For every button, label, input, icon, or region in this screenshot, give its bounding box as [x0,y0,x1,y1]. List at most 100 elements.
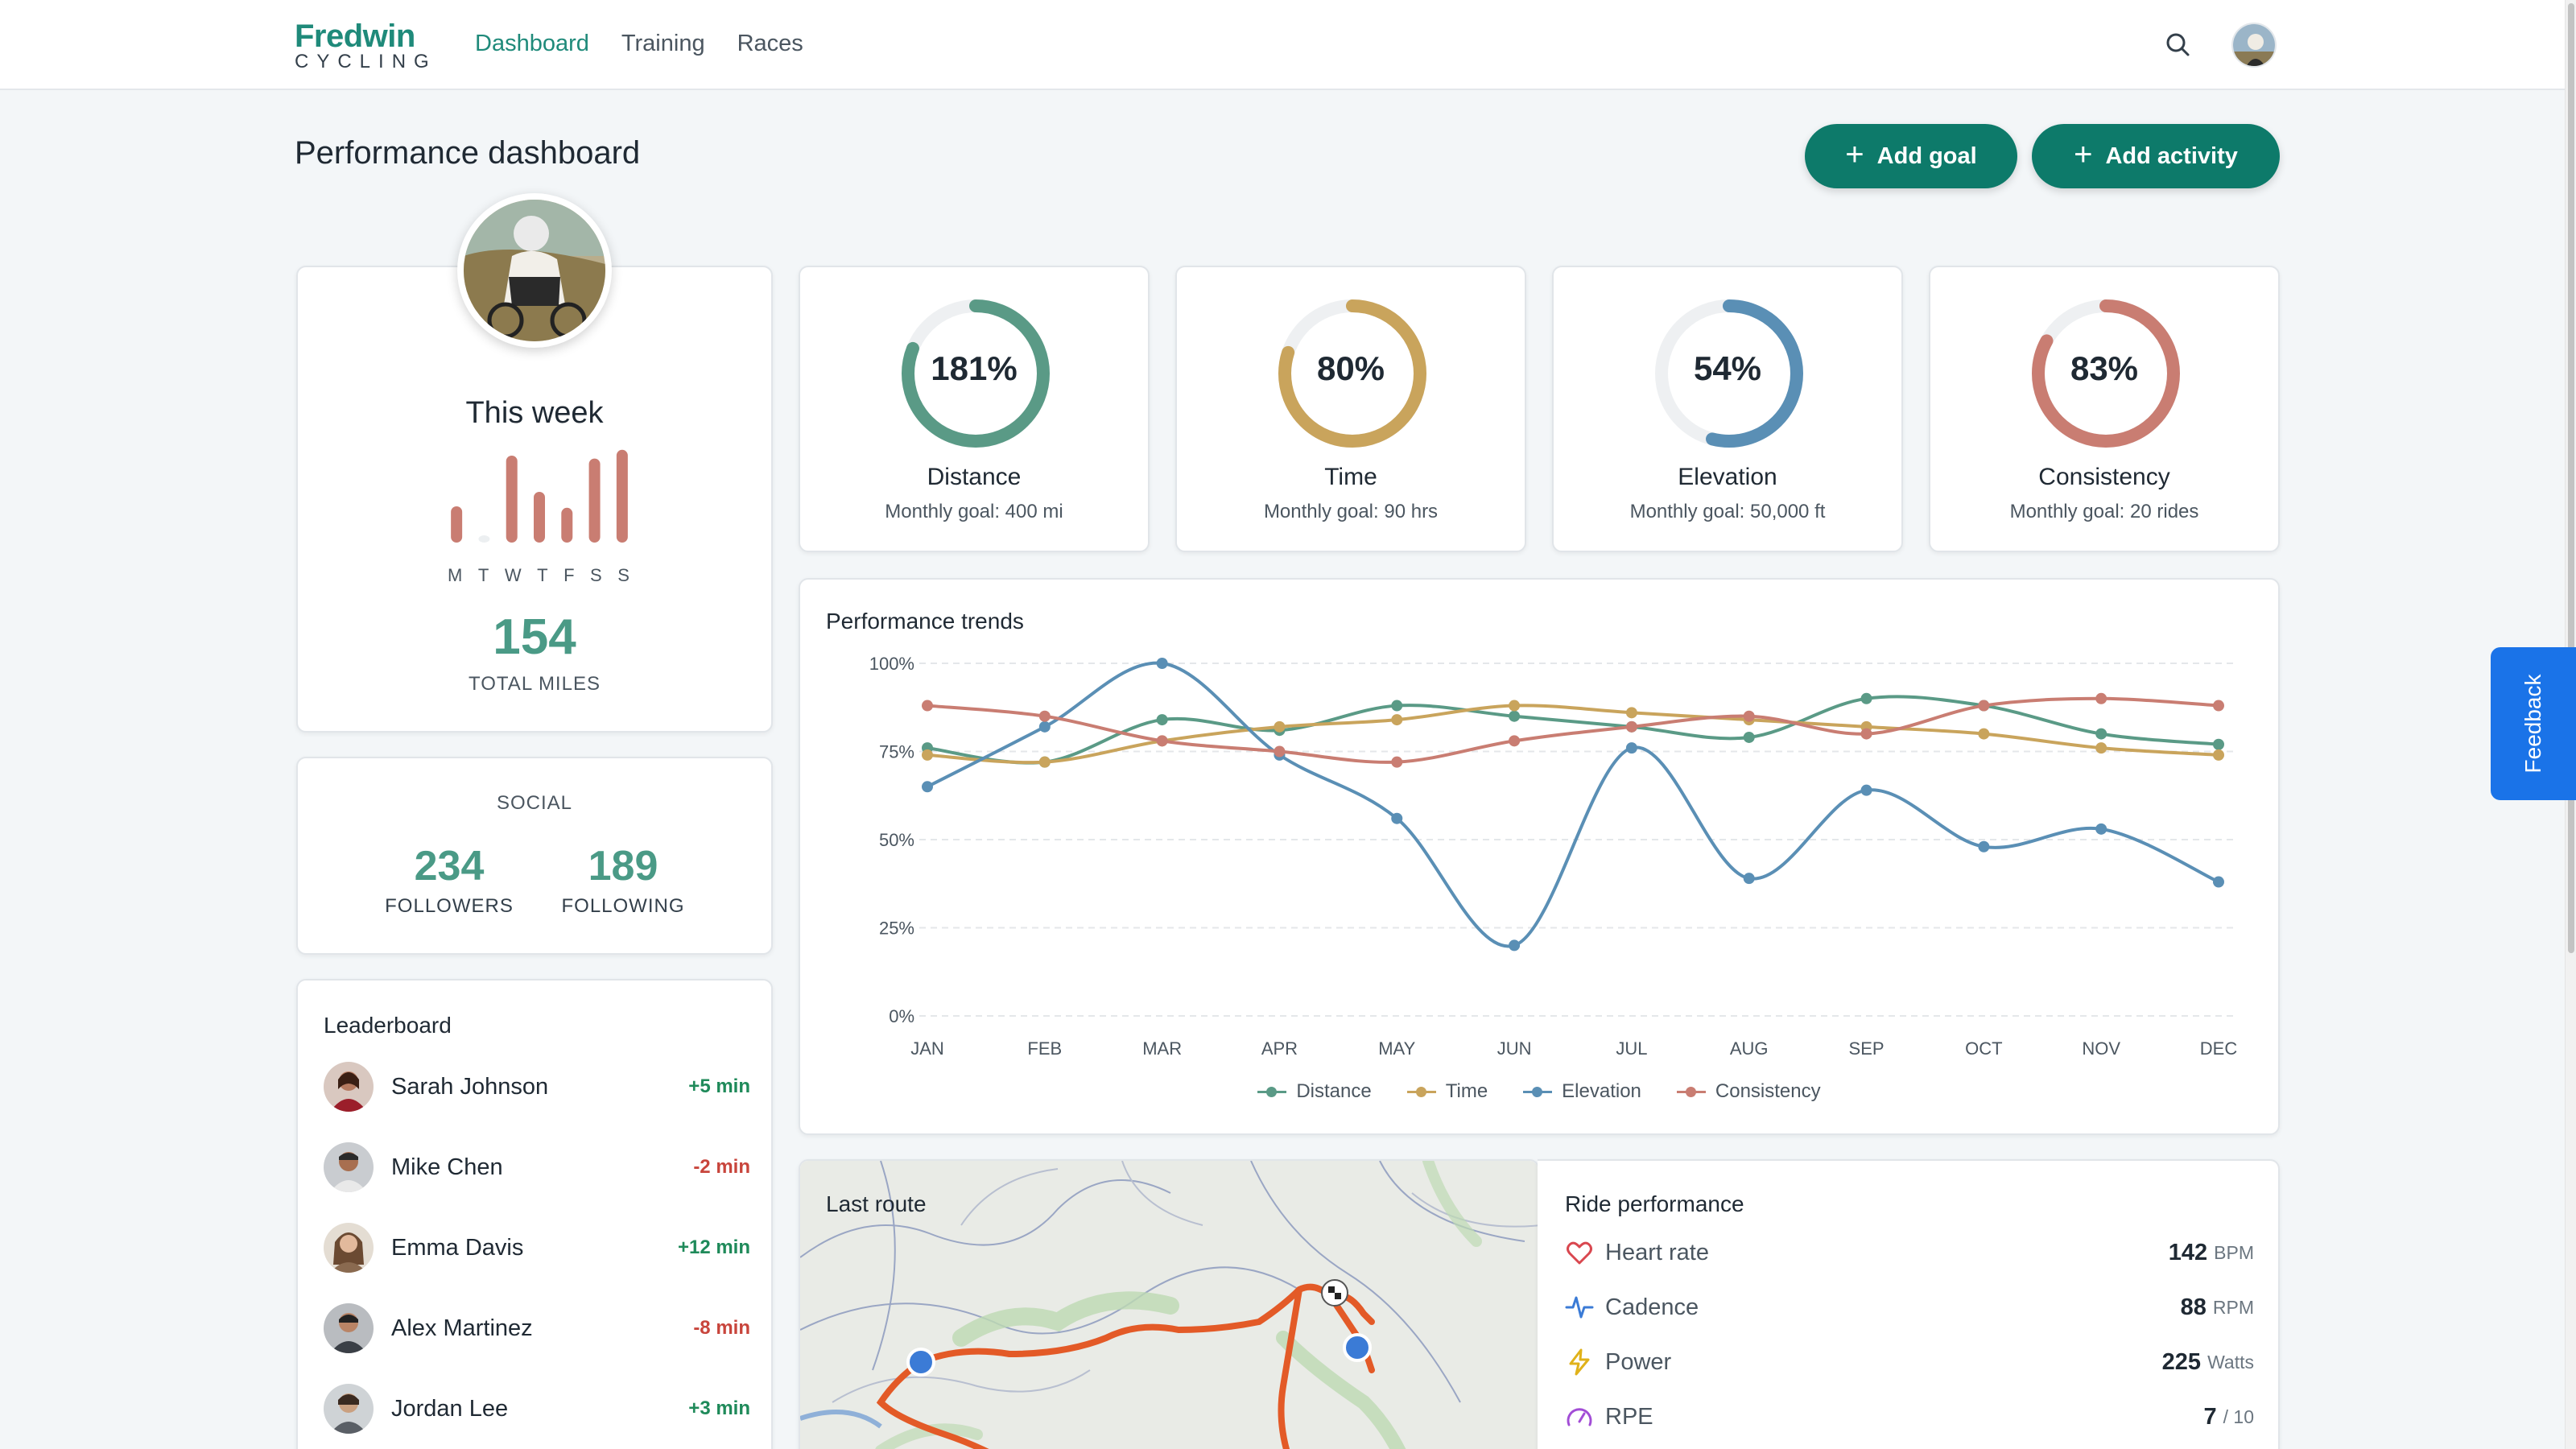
metric-unit: Watts [2207,1351,2254,1373]
legend-item-elevation[interactable]: Elevation [1523,1080,1641,1103]
nav-dashboard[interactable]: Dashboard [475,31,589,56]
logo[interactable]: Fredwin CYCLING [295,19,437,72]
route-map[interactable] [800,1161,1539,1449]
data-point-consistency[interactable] [1978,700,1990,712]
add-activity-button[interactable]: + Add activity [2032,124,2280,188]
leaderboard-row[interactable]: Sarah Johnson +5 min [324,1061,750,1113]
x-tick-label: NOV [2082,1038,2120,1059]
ride-metric-heart-rate: Heart rate 142 BPM [1565,1235,2254,1270]
data-point-time[interactable] [1978,728,1990,740]
data-point-elevation[interactable] [1743,873,1755,885]
data-point-time[interactable] [1274,720,1286,733]
metric-label: RPE [1605,1403,1653,1430]
data-point-time[interactable] [1509,700,1521,712]
leaderboard-card: Leaderboard Sarah Johnson +5 min Mike Ch… [296,979,773,1449]
data-point-consistency[interactable] [2213,700,2224,712]
data-point-time[interactable] [2213,749,2224,761]
leaderboard-row[interactable]: Mike Chen -2 min [324,1141,750,1193]
leaderboard-delta: +12 min [677,1236,750,1258]
legend-item-distance[interactable]: Distance [1257,1080,1372,1103]
ride-performance-card: Ride performance Heart rate 142 BPM Cade… [1538,1159,2280,1449]
legend-item-consistency[interactable]: Consistency [1676,1080,1821,1103]
last-route-card[interactable]: Last route [799,1159,1539,1449]
data-point-elevation[interactable] [1156,658,1168,669]
goal-card-elevation[interactable]: 54% Elevation Monthly goal: 50,000 ft [1552,266,1903,552]
data-point-distance[interactable] [1156,714,1168,726]
x-tick-label: JUL [1616,1038,1647,1059]
profile-photo[interactable] [457,193,612,348]
following-stat[interactable]: 189 FOLLOWING [543,842,704,918]
data-point-consistency[interactable] [1509,735,1521,747]
data-point-elevation[interactable] [1391,812,1403,824]
day-label: S [590,565,604,585]
metric-value: 7 [2203,1403,2217,1430]
data-point-elevation[interactable] [1625,742,1637,754]
data-point-consistency[interactable] [1625,720,1637,733]
data-point-distance[interactable] [1391,700,1403,712]
performance-trends-chart[interactable]: 0% 25% 50% 75% 100% JAN FEB MAR APR MAY JUN JUL AUG S… [800,580,2278,1079]
user-avatar[interactable] [2231,23,2277,68]
data-point-time[interactable] [1625,707,1637,719]
goal-card-distance[interactable]: 181% Distance Monthly goal: 400 mi [799,266,1150,552]
data-point-elevation[interactable] [2213,876,2224,888]
goal-percent: 181% [931,349,1018,387]
data-point-elevation[interactable] [1509,939,1521,952]
leaderboard-row[interactable]: Emma Davis +12 min [324,1222,750,1274]
avatar [324,1062,374,1112]
week-bar [506,456,518,543]
data-point-elevation[interactable] [1038,720,1051,733]
total-miles-value: 154 [493,609,576,665]
legend-label: Distance [1296,1080,1372,1102]
data-point-consistency[interactable] [1391,756,1403,768]
ride-performance-title: Ride performance [1565,1191,1744,1216]
leaderboard-name: Sarah Johnson [391,1073,549,1100]
add-goal-label: Add goal [1876,142,1977,169]
data-point-elevation[interactable] [1978,840,1990,852]
nav-races[interactable]: Races [737,31,803,56]
data-point-distance[interactable] [1860,692,1872,704]
legend-label: Consistency [1715,1080,1821,1102]
social-card: SOCIAL 234 FOLLOWERS 189 FOLLOWING [296,757,773,955]
page-title: Performance dashboard [295,135,641,171]
data-point-consistency[interactable] [1156,735,1168,747]
data-point-distance[interactable] [2213,738,2224,750]
data-point-elevation[interactable] [2095,823,2107,835]
search-icon[interactable] [2162,29,2194,61]
series-line-time[interactable] [927,704,2219,765]
series-line-distance[interactable] [927,695,2219,765]
data-point-time[interactable] [1038,756,1051,768]
nav-training[interactable]: Training [621,31,705,56]
data-point-time[interactable] [2095,742,2107,754]
data-point-time[interactable] [922,749,933,761]
series-line-consistency[interactable] [927,696,2219,764]
goal-card-consistency[interactable]: 83% Consistency Monthly goal: 20 rides [1929,266,2280,552]
data-point-elevation[interactable] [922,781,933,793]
followers-stat[interactable]: 234 FOLLOWERS [369,842,530,918]
series-line-elevation[interactable] [927,661,2219,948]
data-point-consistency[interactable] [922,700,933,712]
goal-card-time[interactable]: 80% Time Monthly goal: 90 hrs [1175,266,1526,552]
add-goal-button[interactable]: + Add goal [1805,124,2017,188]
feedback-button[interactable]: Feedback [2491,647,2576,800]
legend-swatch [1257,1086,1287,1097]
data-point-distance[interactable] [2095,728,2107,740]
week-bar [588,458,601,543]
data-point-consistency[interactable] [1860,728,1872,740]
data-point-consistency[interactable] [1743,710,1755,722]
data-point-elevation[interactable] [1860,784,1872,796]
y-tick-label: 25% [879,919,914,939]
data-point-consistency[interactable] [2095,692,2107,704]
leaderboard-row[interactable]: Jordan Lee +3 min [324,1383,750,1435]
legend-item-time[interactable]: Time [1406,1080,1488,1103]
scrollbar-thumb[interactable] [2568,3,2574,953]
metric-value: 225 [2161,1348,2202,1375]
week-bar [561,507,573,543]
data-point-distance[interactable] [1509,710,1521,722]
leaderboard-row[interactable]: Alex Martinez -8 min [324,1302,750,1354]
logo-subtitle: CYCLING [295,51,437,72]
data-point-consistency[interactable] [1038,710,1051,722]
ring-progress [2032,299,2180,448]
data-point-distance[interactable] [1743,731,1755,743]
data-point-consistency[interactable] [1274,745,1286,758]
data-point-time[interactable] [1391,714,1403,726]
